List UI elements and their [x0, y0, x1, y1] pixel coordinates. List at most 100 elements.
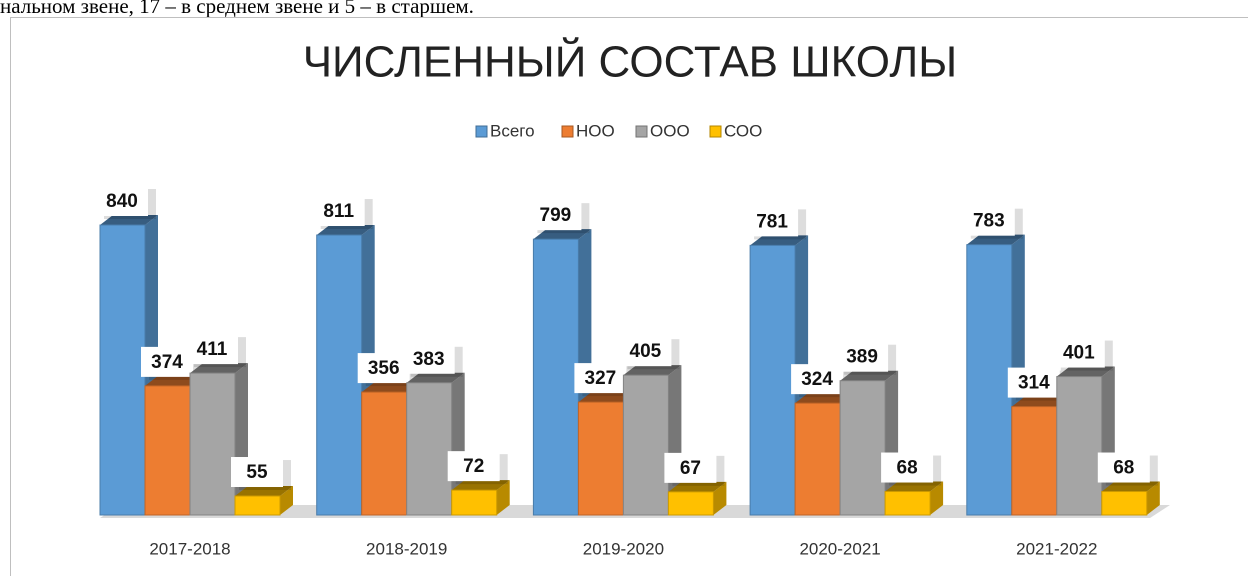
- data-label: 356: [368, 358, 400, 379]
- bar-front: [839, 380, 886, 516]
- data-label: 389: [846, 347, 878, 368]
- data-label-box: [231, 457, 283, 488]
- x-tick-label: 2017-2018: [149, 539, 230, 558]
- data-label: 811: [323, 201, 354, 222]
- x-tick-label: 2020-2021: [799, 539, 880, 558]
- data-label: 405: [630, 341, 662, 362]
- bar-front: [189, 372, 236, 516]
- bar-top: [533, 229, 592, 240]
- bar-side: [713, 481, 727, 515]
- bar-front: [99, 224, 146, 516]
- x-tick-label: 2018-2019: [366, 539, 447, 558]
- data-label: 781: [756, 211, 788, 232]
- bar-top: [966, 234, 1025, 245]
- data-label-box: [1007, 367, 1060, 398]
- bar-top: [668, 481, 727, 492]
- bar-front: [532, 238, 579, 516]
- bar-front: [966, 244, 1013, 516]
- bar-front: [622, 374, 669, 516]
- data-label-box: [881, 452, 934, 483]
- data-label-box: [1052, 337, 1105, 368]
- bar-front: [1101, 491, 1148, 516]
- bar: [884, 481, 944, 516]
- bar-front: [316, 234, 363, 516]
- legend-swatch: [635, 125, 648, 138]
- legend-swatch: [561, 125, 574, 138]
- bar-top: [235, 486, 293, 497]
- bar-top: [750, 235, 809, 246]
- data-label-box: [312, 196, 365, 227]
- x-tick-label: 2021-2022: [1016, 539, 1097, 558]
- bar-top: [1056, 366, 1115, 377]
- bar-top: [840, 370, 899, 381]
- bar: [234, 486, 293, 516]
- bar-top: [361, 382, 420, 393]
- data-label-box: [962, 205, 1015, 236]
- data-label: 799: [540, 205, 572, 226]
- bar-front: [577, 401, 624, 516]
- data-label-box: [1097, 452, 1150, 483]
- bar-front: [1011, 406, 1058, 516]
- bar: [451, 480, 510, 516]
- x-tick-label: 2019-2020: [583, 539, 664, 558]
- data-label: 401: [1063, 343, 1095, 364]
- bar-front: [451, 489, 498, 516]
- bar-front: [749, 244, 796, 516]
- bar-front: [406, 382, 453, 516]
- legend-swatch: [475, 125, 488, 138]
- bar-front: [234, 495, 281, 516]
- legend-label: ООО: [650, 121, 690, 140]
- bar-top: [100, 215, 158, 225]
- data-label: 67: [680, 458, 701, 479]
- data-label: 68: [897, 458, 918, 479]
- data-label-box: [186, 334, 238, 365]
- bar-front: [1056, 376, 1103, 516]
- bar-top: [885, 481, 944, 492]
- data-label-box: [96, 186, 148, 216]
- bar-front: [144, 385, 191, 516]
- data-label-box: [402, 343, 455, 374]
- bar-top: [1011, 396, 1070, 407]
- data-label-box: [791, 364, 844, 395]
- bar-top: [795, 393, 854, 404]
- data-label: 383: [413, 349, 445, 370]
- bar: [1101, 481, 1160, 516]
- bar-side: [1146, 481, 1160, 515]
- bar-top: [451, 480, 510, 491]
- bar-front: [667, 491, 714, 516]
- data-label-box: [357, 353, 410, 384]
- document-text: нальном звене, 17 – в среднем звене и 5 …: [0, 0, 474, 18]
- bar: [189, 363, 248, 516]
- bar-side: [280, 486, 293, 515]
- bar-front: [884, 491, 931, 516]
- data-label-box: [836, 341, 889, 372]
- data-label: 314: [1018, 373, 1050, 394]
- data-label: 783: [973, 211, 1005, 232]
- data-label-box: [746, 206, 799, 237]
- legend-label: Всего: [490, 121, 535, 140]
- data-label-box: [574, 363, 627, 394]
- bar-top: [190, 363, 248, 374]
- bar: [839, 370, 899, 516]
- bar: [532, 229, 592, 516]
- data-label: 374: [151, 352, 183, 373]
- data-label: 55: [246, 462, 268, 483]
- bar-front: [361, 391, 408, 516]
- data-label: 840: [106, 191, 138, 212]
- bar-side: [930, 481, 944, 515]
- legend-label: НОО: [576, 121, 615, 140]
- bar-top: [406, 372, 465, 383]
- legend-swatch: [709, 125, 722, 138]
- data-label-box: [447, 451, 500, 482]
- chart-frame: [10, 17, 1248, 576]
- bar-top: [316, 225, 375, 236]
- data-label: 324: [801, 369, 833, 390]
- data-label: 327: [585, 368, 617, 389]
- bar-front: [794, 402, 841, 516]
- data-label: 411: [197, 339, 228, 360]
- data-label-box: [529, 200, 582, 231]
- bar-top: [578, 392, 637, 403]
- legend-label: СОО: [724, 121, 762, 140]
- bar-top: [145, 375, 203, 386]
